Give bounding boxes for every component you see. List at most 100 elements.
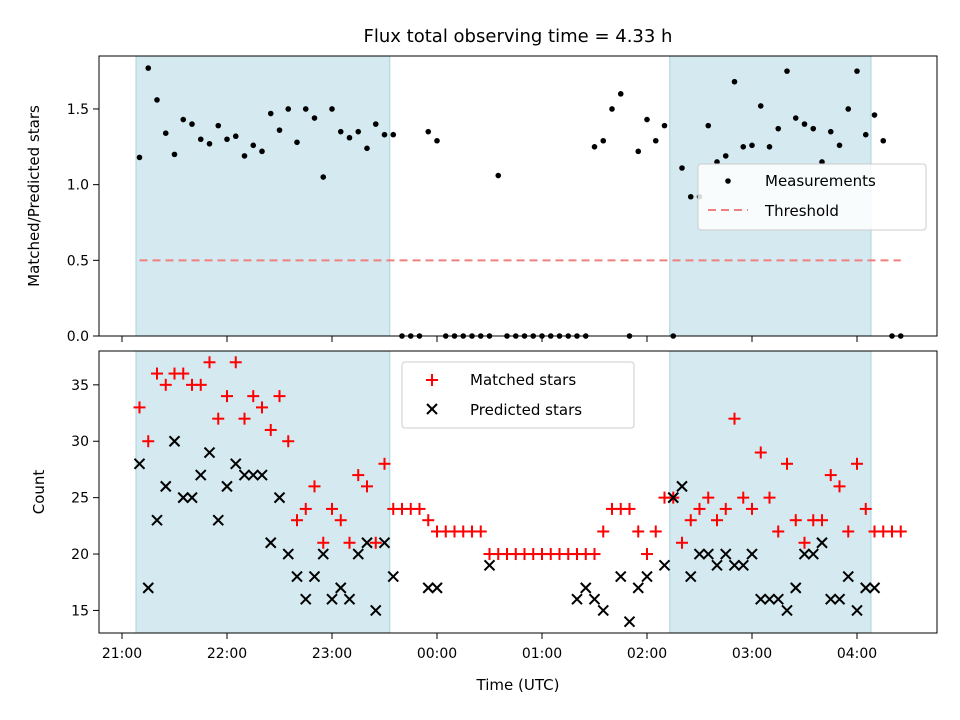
predicted-star-point: [326, 593, 338, 605]
x-tick-label: 02:00: [627, 646, 667, 662]
matched-star-point: [781, 457, 793, 470]
measurement-point: [792, 115, 799, 121]
predicted-star-point: [623, 616, 636, 628]
measurement-point: [827, 128, 834, 135]
bottom-x-axis-ticks: 21:00 22:00 23:00 00:00 01:00 02:00 03:00 04:00: [102, 633, 877, 662]
measurement-point: [364, 145, 370, 152]
predicted-star-point: [343, 593, 356, 605]
measurement-point: [591, 144, 598, 150]
x-tick-label: 03:00: [732, 646, 772, 662]
measurement-point: [224, 136, 230, 143]
measurement-point: [434, 137, 440, 144]
y-tick-label: 1.0: [67, 178, 89, 194]
measurement-point: [285, 106, 292, 112]
matched-star-point: [772, 525, 785, 538]
predicted-star-point: [728, 559, 741, 572]
measurement-point: [661, 122, 668, 129]
predicted-star-point: [151, 514, 163, 526]
predicted-star-point: [195, 469, 207, 481]
measurement-point: [836, 142, 843, 149]
measurement-point: [617, 91, 624, 97]
measurement-point: [757, 103, 764, 109]
x-tick-label: 22:00: [207, 646, 247, 662]
measurement-point: [162, 130, 169, 136]
matched-star-point: [413, 502, 426, 515]
top-legend-box: [697, 163, 927, 231]
predicted-star-point: [667, 491, 679, 504]
predicted-star-point: [746, 548, 758, 560]
measurement-point: [854, 68, 860, 74]
predicted-star-point: [422, 582, 434, 594]
predicted-star-point: [203, 446, 216, 459]
bottom-plot-frame: [98, 350, 938, 634]
predicted-star-point: [676, 480, 688, 493]
chart-title: Flux total observing time = 4.33 h: [364, 26, 673, 47]
matched-star-point: [693, 502, 706, 515]
measurement-point: [276, 127, 283, 133]
predicted-star-point: [763, 593, 776, 605]
measurement-point: [329, 106, 335, 112]
matched-star-point: [369, 536, 382, 549]
predicted-star-point: [798, 548, 811, 560]
measurement-point: [154, 97, 160, 103]
measurement-point: [819, 159, 825, 165]
predicted-star-point: [133, 458, 146, 470]
predicted-star-point: [685, 570, 697, 583]
measurement-point: [679, 165, 685, 171]
x-tick-label: 23:00: [312, 646, 352, 662]
matched-star-point: [212, 412, 225, 425]
predicted-star-point: [825, 593, 837, 605]
predicted-star-point: [431, 582, 443, 594]
matched-star-point: [203, 356, 216, 369]
matched-star-point: [378, 457, 391, 470]
measurement-point: [784, 68, 790, 74]
predicted-star-point: [720, 548, 732, 560]
matched-star-point: [247, 390, 260, 403]
legend-label-matched: Matched stars: [470, 371, 576, 389]
measurement-point: [136, 154, 143, 161]
matched-star-point: [851, 457, 863, 470]
measurement-point: [372, 121, 379, 127]
measurement-point: [294, 139, 300, 146]
matched-star-point: [343, 536, 356, 549]
matched-star-point: [588, 548, 601, 561]
predicted-star-point: [273, 491, 286, 504]
measurement-point: [311, 115, 318, 121]
predicted-star-point: [256, 469, 268, 481]
predicted-star-point: [772, 593, 784, 605]
predicted-star-point: [711, 559, 723, 572]
y-tick-label: 35: [71, 378, 89, 394]
top-legend: Measurements Threshold: [697, 163, 927, 231]
predicted-star-point: [571, 593, 583, 605]
measurement-point: [145, 65, 152, 71]
matched-star-point: [282, 435, 295, 448]
predicted-star-point: [693, 548, 706, 560]
measurement-point: [801, 121, 808, 127]
matched-star-point: [719, 502, 732, 515]
measurement-point: [749, 142, 755, 149]
measurement-point: [644, 116, 650, 123]
measurement-point: [810, 125, 817, 132]
predicted-star-point: [483, 559, 496, 572]
measurement-point: [381, 131, 388, 138]
measurement-point: [862, 131, 869, 138]
measurement-point: [652, 137, 659, 144]
matched-star-point: [238, 412, 251, 425]
predicted-star-point: [807, 548, 819, 560]
predicted-star-point: [737, 559, 749, 572]
measurement-point: [871, 112, 878, 118]
predicted-star-point: [308, 570, 321, 583]
matched-star-point: [824, 469, 837, 482]
matched-star-point: [597, 525, 610, 538]
matched-star-point: [746, 502, 758, 515]
matched-star-point: [273, 390, 286, 403]
predicted-star-point: [282, 548, 294, 560]
matched-star-point: [816, 514, 828, 527]
predicted-star-point: [755, 593, 767, 605]
y-tick-label: 0.5: [67, 253, 89, 269]
measurement-point: [241, 153, 248, 159]
measurement-point: [722, 153, 729, 159]
measurement-point: [180, 116, 187, 123]
matched-star-point: [159, 378, 172, 391]
